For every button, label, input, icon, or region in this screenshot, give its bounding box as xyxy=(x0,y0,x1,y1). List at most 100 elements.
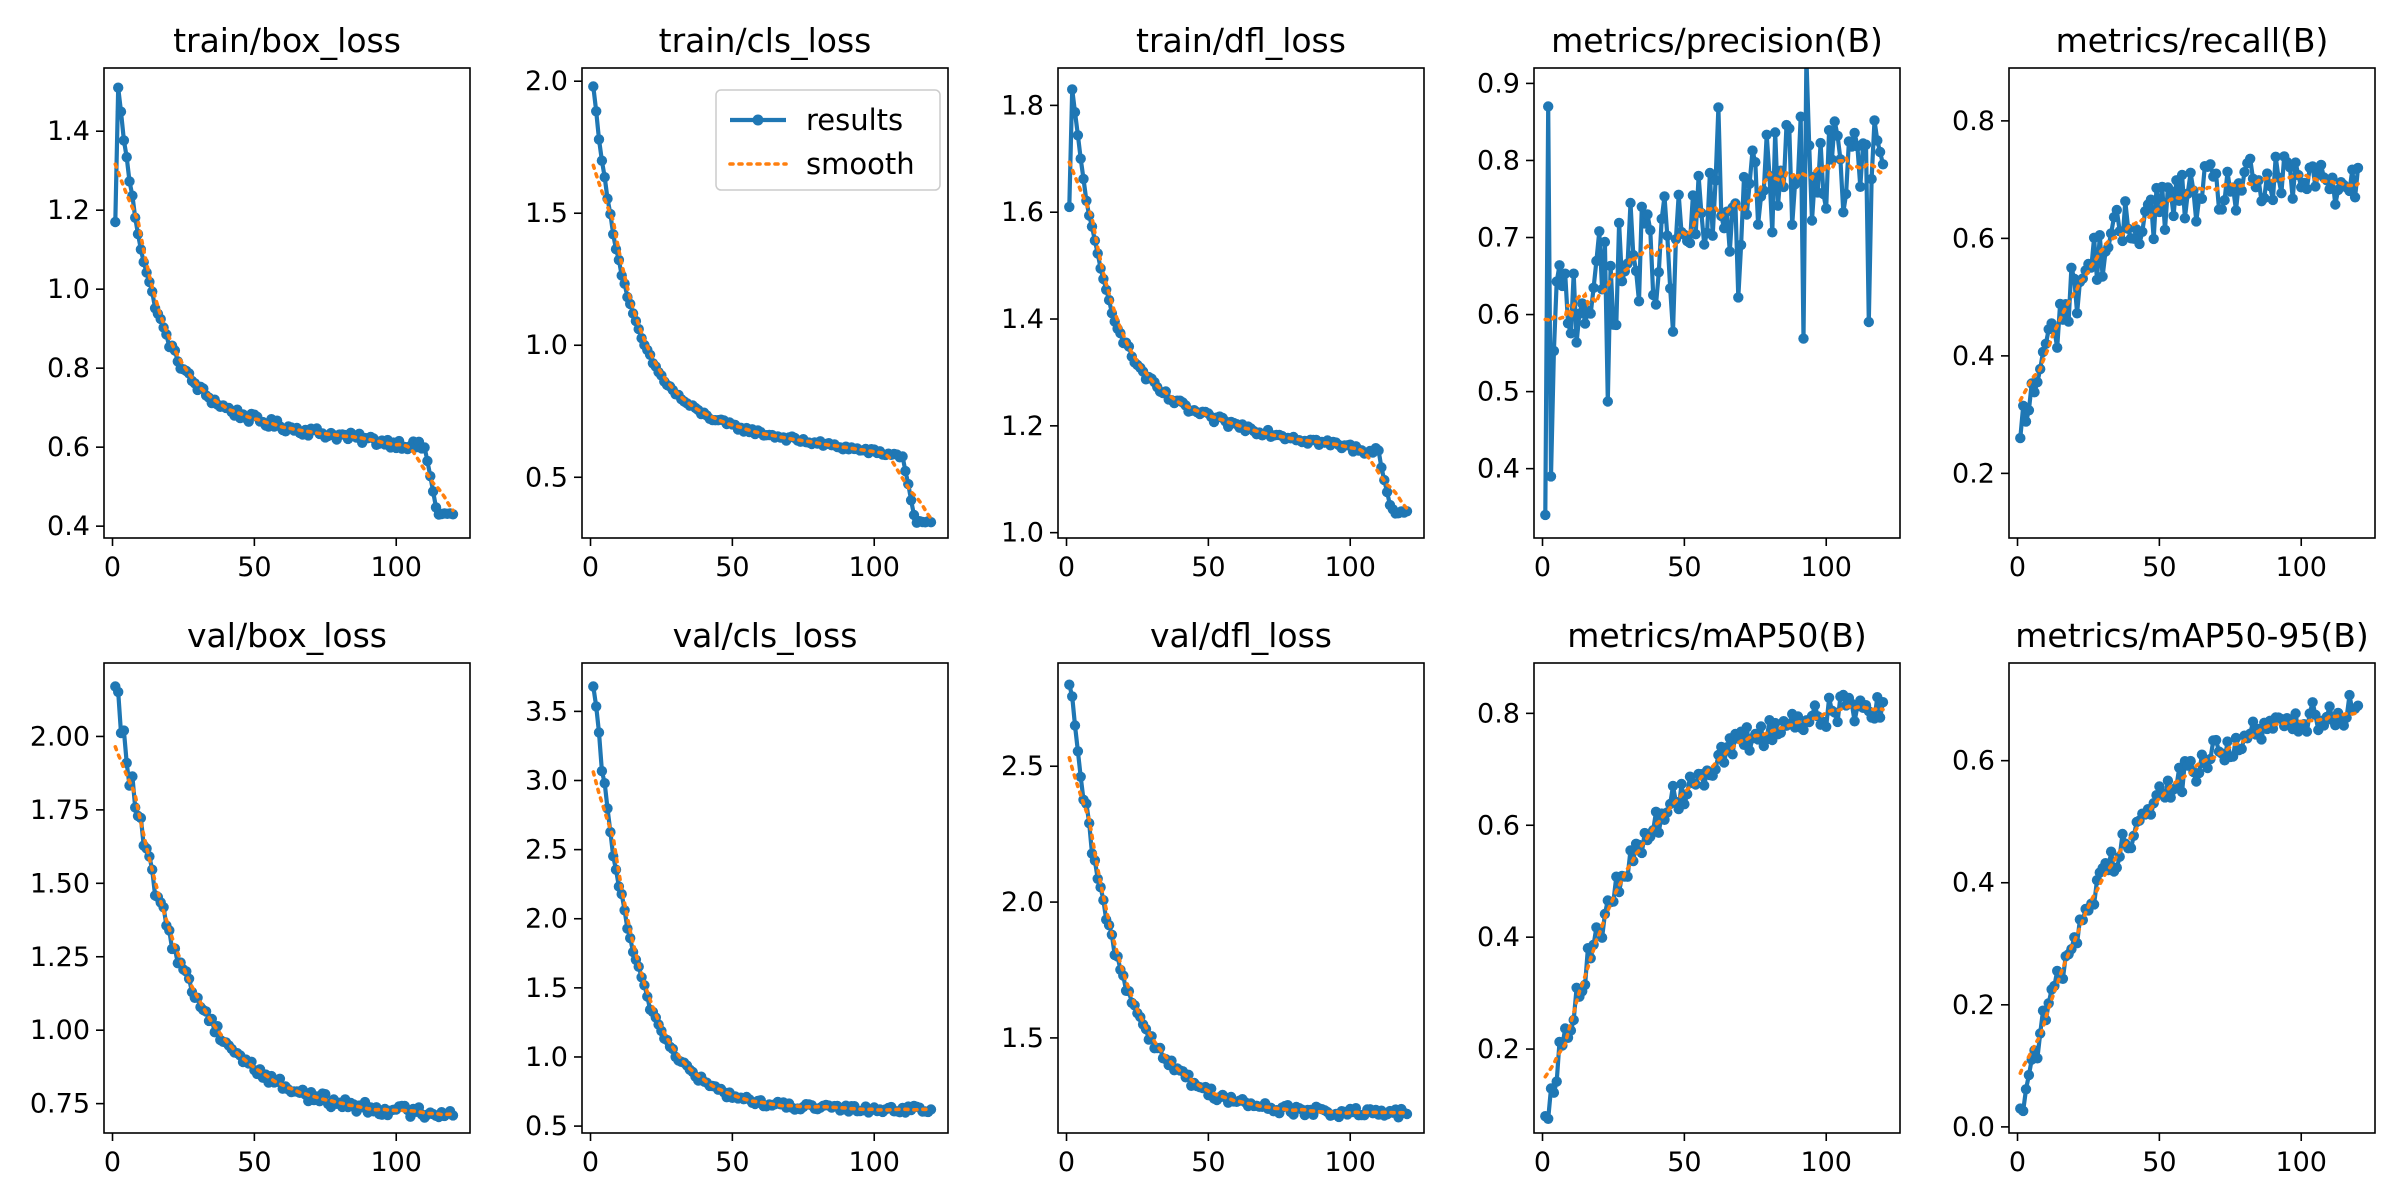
y-tick-label: 0.6 xyxy=(1952,223,1995,254)
axes-frame xyxy=(2008,662,2376,1134)
x-tick-label: 100 xyxy=(1800,552,1852,583)
results-point xyxy=(2324,701,2335,712)
results-point xyxy=(2222,736,2233,747)
results-point xyxy=(1613,217,1625,229)
x-tick-label: 50 xyxy=(2142,1147,2176,1178)
results-point xyxy=(2094,230,2105,241)
x-tick-label: 100 xyxy=(370,1147,422,1178)
y-tick-label: 0.0 xyxy=(1952,1112,1995,1143)
results-point xyxy=(2015,432,2026,444)
smooth-line xyxy=(591,770,933,1112)
chart-panel: train/cls_loss 0 50 100 0.5 1.0 1.5 2.0 results s… xyxy=(525,21,949,583)
axes-frame xyxy=(1533,67,1901,539)
x-tick-label: 100 xyxy=(2275,552,2327,583)
chart-title: train/cls_loss xyxy=(659,21,872,60)
results-point xyxy=(1659,191,1670,202)
results-point xyxy=(2318,720,2330,731)
results-point xyxy=(2352,162,2364,174)
chart-title: metrics/recall(B) xyxy=(2056,21,2329,60)
results-point xyxy=(1636,201,1648,212)
x-tick-label: 50 xyxy=(2142,552,2176,583)
results-point xyxy=(2256,734,2267,745)
results-point xyxy=(2219,195,2230,206)
axes-frame xyxy=(581,67,949,539)
results-point xyxy=(1809,700,1821,711)
x-tick-label: 50 xyxy=(1667,552,1701,583)
results-point xyxy=(2052,342,2063,353)
results-point xyxy=(1653,267,1665,278)
results-point xyxy=(2301,726,2313,737)
y-tick-label: 1.50 xyxy=(30,868,90,899)
y-tick-label: 1.2 xyxy=(47,195,90,226)
results-point xyxy=(110,216,121,228)
results-point xyxy=(1792,711,1804,722)
results-point xyxy=(2088,899,2100,910)
results-point xyxy=(1605,260,1616,272)
results-point xyxy=(2105,846,2117,857)
results-point xyxy=(1588,282,1599,293)
results-point xyxy=(2315,159,2327,171)
y-tick-label: 1.0 xyxy=(525,330,568,361)
results-point xyxy=(2125,842,2137,854)
y-tick-label: 0.4 xyxy=(1952,341,1995,372)
x-tick-label: 0 xyxy=(1534,552,1551,583)
results-point xyxy=(2222,166,2233,177)
y-tick-label: 0.4 xyxy=(1477,922,1520,953)
results-point xyxy=(1693,170,1704,182)
results-point xyxy=(1679,799,1690,810)
y-tick-label: 0.6 xyxy=(1952,746,1995,777)
results-point xyxy=(2165,185,2176,197)
results-point xyxy=(2063,316,2074,327)
x-tick-label: 0 xyxy=(104,1147,121,1178)
chart-title: train/dfl_loss xyxy=(1136,21,1346,60)
results-point xyxy=(1815,137,1826,149)
results-point xyxy=(588,81,599,92)
results-point xyxy=(1684,237,1696,249)
results-point xyxy=(2245,153,2256,164)
results-point xyxy=(2191,776,2202,787)
x-tick-label: 0 xyxy=(1534,1147,1551,1178)
results-point xyxy=(1543,101,1554,112)
axes-frame xyxy=(1057,662,1425,1134)
y-tick-label: 2.00 xyxy=(30,721,90,752)
results-point xyxy=(1849,716,1860,727)
results-point xyxy=(1648,289,1659,301)
results-point xyxy=(1064,201,1075,213)
results-point xyxy=(1863,316,1875,328)
y-tick-label: 1.0 xyxy=(525,1042,568,1073)
chart-title: metrics/precision(B) xyxy=(1551,21,1883,60)
y-tick-label: 0.4 xyxy=(1952,868,1995,899)
results-point xyxy=(2111,204,2122,216)
results-point xyxy=(2159,224,2171,235)
results-point xyxy=(1724,246,1736,257)
results-point xyxy=(1775,727,1787,738)
legend-results-label: results xyxy=(806,103,903,137)
results-line xyxy=(113,685,455,1120)
results-point xyxy=(2216,204,2227,215)
results-point xyxy=(118,725,130,736)
chart-panel: val/dfl_loss 0 50 100 1.5 2.0 2.5 xyxy=(1001,616,1425,1178)
x-tick-label: 100 xyxy=(848,552,900,583)
y-tick-label: 0.8 xyxy=(1477,145,1520,176)
results-point xyxy=(1860,139,1872,150)
results-point xyxy=(1761,129,1772,140)
results-point xyxy=(1699,780,1710,791)
chart-panel: metrics/mAP50(B) 0 50 100 0.2 0.4 0.6 0.8 xyxy=(1477,616,1901,1178)
y-tick-label: 1.5 xyxy=(1001,1023,1044,1054)
results-point xyxy=(2290,708,2301,719)
results-point xyxy=(1744,745,1755,756)
y-tick-label: 1.5 xyxy=(525,973,568,1004)
results-point xyxy=(1069,720,1081,731)
chart-title: val/cls_loss xyxy=(673,616,858,655)
results-point xyxy=(588,681,599,692)
results-point xyxy=(1673,189,1684,200)
results-point xyxy=(1067,84,1078,95)
results-point xyxy=(1401,506,1413,517)
results-point xyxy=(1690,229,1701,240)
smooth-line xyxy=(1543,154,1885,324)
results-point xyxy=(1548,345,1560,357)
results-point xyxy=(2117,235,2128,247)
x-tick-label: 0 xyxy=(582,552,599,583)
x-tick-label: 50 xyxy=(237,1147,271,1178)
